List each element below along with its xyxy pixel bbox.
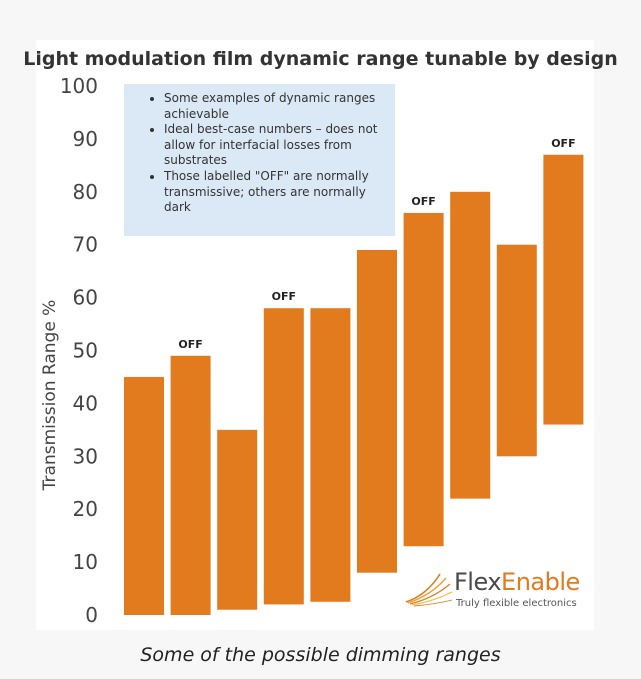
logo-word-enable: Enable: [501, 568, 580, 596]
y-tick-label: 30: [73, 444, 98, 468]
y-tick-label: 10: [73, 550, 98, 574]
range-bar: [403, 212, 444, 547]
note-item: Those labelled "OFF" are normally transm…: [164, 169, 385, 216]
y-tick-label: 40: [73, 391, 98, 415]
y-axis-label: Transmission Range %: [40, 300, 60, 492]
range-bar: [170, 355, 211, 615]
off-label: OFF: [411, 195, 435, 208]
range-bar: [124, 376, 164, 615]
range-bar: [217, 429, 258, 610]
range-bar: [543, 154, 584, 425]
flame-icon: [405, 573, 453, 607]
note-box: Some examples of dynamic ranges achievab…: [124, 84, 395, 236]
range-bar: [450, 191, 491, 499]
y-tick-label: 60: [73, 286, 98, 310]
off-label: OFF: [178, 338, 202, 351]
y-tick-label: 50: [73, 339, 98, 363]
note-item: Ideal best-case numbers – does not allow…: [164, 122, 385, 169]
y-tick-label: 80: [73, 180, 98, 204]
range-bar: [357, 249, 397, 573]
note-item: Some examples of dynamic ranges achievab…: [164, 91, 385, 122]
off-label: OFF: [551, 137, 575, 150]
note-list: Some examples of dynamic ranges achievab…: [136, 91, 385, 216]
flexenable-logo: FlexEnable Truly flexible electronics: [404, 564, 594, 614]
range-bar: [310, 308, 351, 602]
y-axis-ticks: 0 10 20 30 40 50 60 70 80 90 100: [60, 74, 98, 627]
y-tick-label: 90: [73, 127, 98, 151]
logo-tagline: Truly flexible electronics: [456, 598, 577, 609]
off-label: OFF: [272, 290, 296, 303]
y-tick-label: 70: [73, 233, 98, 257]
range-bar: [496, 244, 537, 457]
y-tick-label: 20: [73, 497, 98, 521]
y-tick-label: 100: [60, 74, 98, 98]
logo-word-flex: Flex: [454, 568, 502, 596]
figure-caption: Some of the possible dimming ranges: [140, 644, 501, 666]
bars: [124, 154, 584, 615]
bar-labels: OFF OFF OFF OFF: [178, 137, 575, 351]
y-tick-label: 0: [85, 603, 98, 627]
range-bar: [263, 308, 304, 605]
logo-wordmark: FlexEnable: [454, 568, 580, 596]
chart-title: Light modulation film dynamic range tuna…: [23, 48, 618, 70]
